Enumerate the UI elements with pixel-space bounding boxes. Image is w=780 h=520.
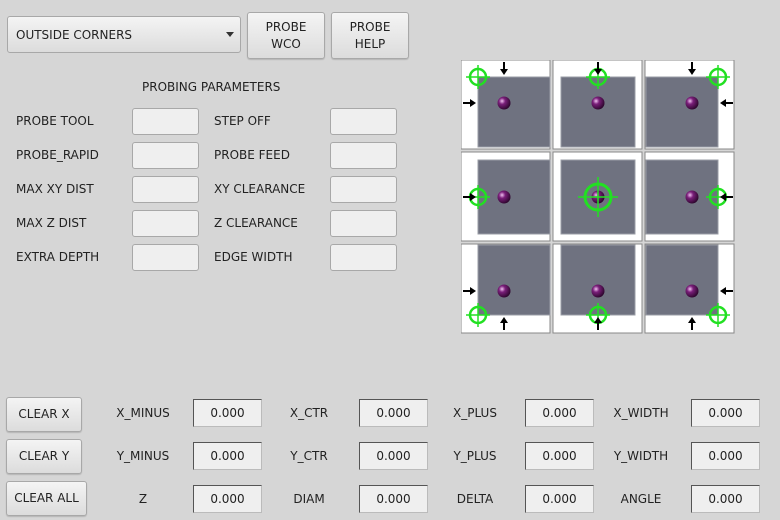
probing-parameters-title: PROBING PARAMETERS [142, 80, 281, 94]
arrow-icon [463, 287, 508, 330]
param-label: XY CLEARANCE [214, 182, 306, 196]
result-label: DELTA [456, 492, 494, 506]
param-label: PROBE TOOL [16, 114, 94, 128]
probe-help-button[interactable]: PROBE HELP [331, 12, 409, 59]
chevron-down-icon [226, 32, 234, 37]
arrow-icon [463, 62, 508, 107]
probe-top-left-button[interactable] [461, 60, 551, 150]
param-input[interactable] [132, 210, 199, 237]
probe-bottom-right-button[interactable] [644, 243, 735, 334]
arrow-icon [594, 62, 602, 75]
probe-wco-button[interactable]: PROBE WCO [247, 12, 325, 59]
param-label: PROBE FEED [214, 148, 290, 162]
clear-x-button[interactable]: CLEAR X [6, 397, 82, 432]
arrow-icon [688, 62, 733, 107]
result-value: 0.000 [525, 399, 594, 427]
clear-y-button[interactable]: CLEAR Y [6, 439, 82, 474]
result-value: 0.000 [691, 399, 760, 427]
param-input[interactable] [132, 244, 199, 271]
result-label: ANGLE [620, 492, 662, 506]
result-label: DIAM [293, 492, 325, 506]
result-value: 0.000 [359, 442, 428, 470]
result-label: Y_CTR [290, 449, 328, 463]
crosshair-icon [466, 303, 490, 327]
probe-ball-icon [497, 284, 511, 298]
result-value: 0.000 [359, 399, 428, 427]
param-input[interactable] [132, 142, 199, 169]
param-input[interactable] [330, 210, 397, 237]
arrow-icon [594, 317, 602, 330]
crosshair-icon [706, 65, 730, 89]
result-value: 0.000 [525, 442, 594, 470]
probe-center-button[interactable] [552, 151, 643, 242]
param-label: PROBE_RAPID [16, 148, 99, 162]
probe-ball-icon [685, 96, 699, 110]
param-label: EXTRA DEPTH [16, 250, 100, 264]
param-input[interactable] [330, 176, 397, 203]
param-label: STEP OFF [214, 114, 271, 128]
arrow-icon [463, 193, 476, 201]
param-label: MAX XY DIST [16, 182, 94, 196]
param-input[interactable] [132, 108, 199, 135]
probe-mode-value: OUTSIDE CORNERS [16, 27, 133, 42]
result-value: 0.000 [691, 485, 760, 513]
probe-ball-icon [497, 96, 511, 110]
result-value: 0.000 [691, 442, 760, 470]
probe-position-grid [461, 60, 735, 334]
result-label: Y_PLUS [453, 449, 497, 463]
result-label: Y_WIDTH [613, 449, 669, 463]
result-label: Z [138, 492, 148, 506]
result-value: 0.000 [525, 485, 594, 513]
result-value: 0.000 [193, 442, 262, 470]
arrow-icon [688, 287, 733, 330]
probe-left-button[interactable] [461, 151, 551, 242]
arrow-icon [720, 193, 733, 201]
param-input[interactable] [330, 142, 397, 169]
result-value: 0.000 [193, 485, 262, 513]
param-label: Z CLEARANCE [214, 216, 298, 230]
result-label: X_PLUS [453, 406, 497, 420]
result-value: 0.000 [359, 485, 428, 513]
probe-mode-select[interactable]: OUTSIDE CORNERS [7, 16, 241, 53]
param-input[interactable] [330, 108, 397, 135]
probe-top-button[interactable] [552, 60, 643, 150]
param-input[interactable] [330, 244, 397, 271]
result-label: X_MINUS [116, 406, 170, 420]
result-label: Y_MINUS [116, 449, 170, 463]
crosshair-icon [706, 303, 730, 327]
crosshair-icon [466, 65, 490, 89]
probe-bottom-button[interactable] [552, 243, 643, 334]
probe-ball-icon [685, 284, 699, 298]
param-label: EDGE WIDTH [214, 250, 293, 264]
probe-ball-icon [685, 190, 699, 204]
clear-all-button[interactable]: CLEAR ALL [6, 481, 87, 516]
probe-bottom-left-button[interactable] [461, 243, 551, 334]
crosshair-icon [578, 177, 618, 217]
probe-ball-icon [591, 96, 605, 110]
result-label: X_CTR [289, 406, 329, 420]
probe-right-button[interactable] [644, 151, 735, 242]
result-label: X_WIDTH [613, 406, 669, 420]
probe-top-right-button[interactable] [644, 60, 735, 150]
probe-ball-icon [591, 284, 605, 298]
result-value: 0.000 [193, 399, 262, 427]
param-input[interactable] [132, 176, 199, 203]
param-label: MAX Z DIST [16, 216, 87, 230]
probe-ball-icon [497, 190, 511, 204]
